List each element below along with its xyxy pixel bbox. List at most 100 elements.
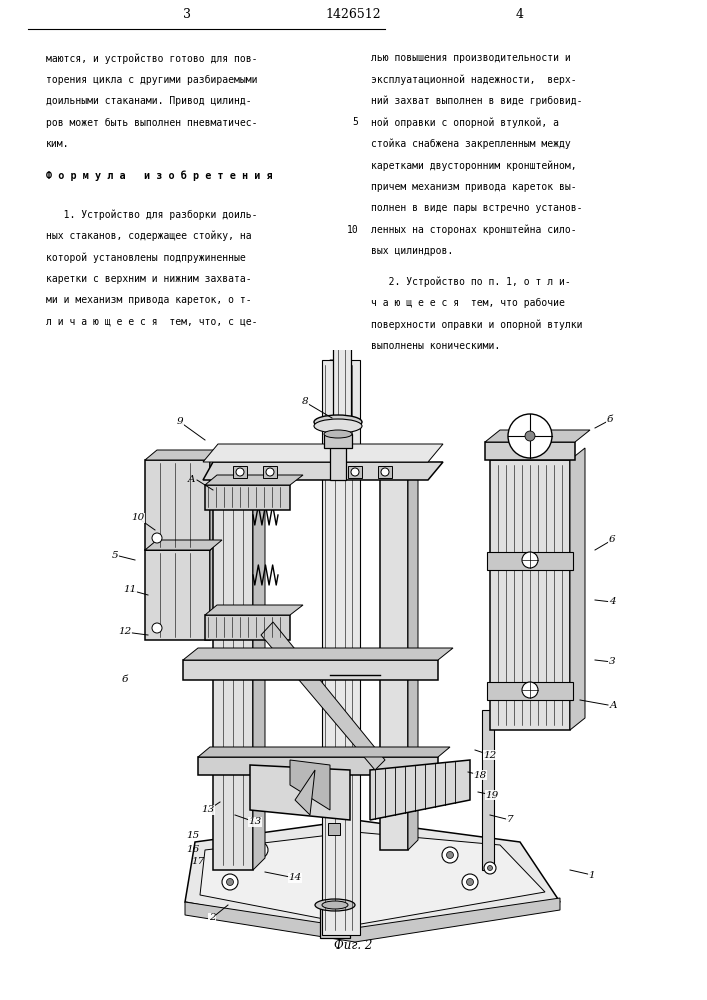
- Text: 12: 12: [118, 628, 132, 637]
- FancyBboxPatch shape: [348, 466, 362, 478]
- Text: ми и механизм привода кареток, о т-: ми и механизм привода кареток, о т-: [46, 295, 252, 305]
- Text: 16: 16: [187, 846, 200, 854]
- Polygon shape: [210, 540, 222, 640]
- Text: Ф о р м у л а   и з о б р е т е н и я: Ф о р м у л а и з о б р е т е н и я: [46, 170, 273, 181]
- Text: 6: 6: [609, 536, 615, 544]
- Text: 13: 13: [248, 818, 262, 826]
- Text: каретки с верхним и нижним захвата-: каретки с верхним и нижним захвата-: [46, 274, 252, 284]
- Ellipse shape: [314, 419, 362, 433]
- Text: поверхности оправки и опорной втулки: поверхности оправки и опорной втулки: [371, 320, 583, 330]
- Polygon shape: [185, 898, 560, 942]
- Bar: [482, 710, 494, 870]
- Text: каретками двусторонним кронштейном,: каретками двусторонним кронштейном,: [371, 160, 577, 171]
- Polygon shape: [183, 648, 453, 660]
- Bar: [485, 442, 575, 460]
- Text: A: A: [187, 476, 195, 485]
- Bar: [490, 460, 570, 730]
- Text: причем механизм привода кареток вы-: причем механизм привода кареток вы-: [371, 182, 577, 192]
- Text: 17: 17: [192, 857, 205, 866]
- Text: б: б: [122, 676, 128, 684]
- Bar: [333, 248, 351, 418]
- Text: ной оправки с опорной втулкой, а: ной оправки с опорной втулкой, а: [371, 117, 559, 128]
- Text: 2: 2: [209, 914, 216, 922]
- Circle shape: [351, 468, 359, 476]
- Text: 1. Устройство для разборки доиль-: 1. Устройство для разборки доиль-: [46, 209, 257, 220]
- Bar: [198, 757, 438, 775]
- Text: ний захват выполнен в виде грибовид-: ний захват выполнен в виде грибовид-: [371, 96, 583, 106]
- Polygon shape: [203, 444, 443, 462]
- Text: 2. Устройство по п. 1, о т л и-: 2. Устройство по п. 1, о т л и-: [371, 277, 571, 287]
- Text: эксплуатационной надежности,  верх-: эксплуатационной надежности, верх-: [371, 75, 577, 85]
- FancyBboxPatch shape: [378, 466, 392, 478]
- Ellipse shape: [333, 245, 351, 251]
- Polygon shape: [205, 475, 303, 485]
- Text: б: б: [607, 416, 613, 424]
- Polygon shape: [330, 360, 348, 935]
- Text: 3: 3: [609, 658, 615, 666]
- Polygon shape: [210, 450, 222, 550]
- Circle shape: [222, 874, 238, 890]
- Text: 11: 11: [124, 585, 136, 594]
- Text: 14: 14: [288, 874, 302, 882]
- Text: 9: 9: [177, 418, 183, 426]
- Polygon shape: [145, 450, 222, 460]
- Text: Фиг. 2: Фиг. 2: [334, 939, 373, 952]
- Text: лью повышения производительности и: лью повышения производительности и: [371, 53, 571, 63]
- Text: 10: 10: [346, 225, 358, 235]
- Bar: [320, 903, 350, 938]
- Ellipse shape: [314, 415, 362, 429]
- Polygon shape: [145, 540, 222, 550]
- Text: ч а ю щ е е с я  тем, что рабочие: ч а ю щ е е с я тем, что рабочие: [371, 298, 565, 308]
- Text: 4: 4: [515, 8, 524, 21]
- Text: 12: 12: [484, 750, 496, 760]
- Circle shape: [442, 847, 458, 863]
- Ellipse shape: [315, 899, 355, 911]
- Circle shape: [447, 852, 453, 858]
- Text: 15: 15: [187, 830, 200, 840]
- Circle shape: [252, 842, 268, 858]
- Text: 4: 4: [609, 597, 615, 606]
- Circle shape: [152, 533, 162, 543]
- Text: 1: 1: [589, 870, 595, 880]
- Bar: [205, 485, 290, 510]
- Polygon shape: [295, 770, 315, 815]
- Bar: [487, 682, 573, 700]
- Circle shape: [522, 552, 538, 568]
- Ellipse shape: [322, 901, 348, 909]
- Text: 10: 10: [132, 514, 145, 522]
- Bar: [380, 470, 408, 850]
- Polygon shape: [370, 760, 470, 820]
- Circle shape: [381, 468, 389, 476]
- Text: 3: 3: [183, 8, 192, 21]
- Text: 18: 18: [474, 770, 486, 780]
- Polygon shape: [205, 605, 303, 615]
- Bar: [205, 615, 290, 640]
- Text: ров может быть выполнен пневматичес-: ров может быть выполнен пневматичес-: [46, 117, 257, 128]
- Polygon shape: [200, 832, 545, 925]
- Circle shape: [467, 879, 474, 886]
- Circle shape: [152, 623, 162, 633]
- Bar: [145, 550, 210, 640]
- Text: 8: 8: [302, 397, 308, 406]
- Text: которой установлены подпружиненные: которой установлены подпружиненные: [46, 252, 246, 263]
- Text: ким.: ким.: [46, 139, 69, 149]
- Polygon shape: [253, 448, 265, 870]
- Text: торения цикла с другими разбираемыми: торения цикла с другими разбираемыми: [46, 75, 257, 85]
- Polygon shape: [213, 448, 265, 460]
- Text: A: A: [610, 700, 617, 710]
- Circle shape: [522, 682, 538, 698]
- Bar: [324, 434, 352, 448]
- Circle shape: [488, 865, 493, 870]
- Text: стойка снабжена закрепленным между: стойка снабжена закрепленным между: [371, 139, 571, 149]
- Circle shape: [508, 414, 552, 458]
- FancyBboxPatch shape: [328, 823, 340, 835]
- Text: 5: 5: [353, 117, 358, 127]
- Polygon shape: [485, 430, 590, 442]
- Circle shape: [462, 874, 478, 890]
- Text: 19: 19: [486, 790, 498, 800]
- Circle shape: [525, 431, 535, 441]
- FancyBboxPatch shape: [233, 466, 247, 478]
- Polygon shape: [185, 820, 560, 935]
- Text: выполнены коническими.: выполнены коническими.: [371, 341, 501, 351]
- Bar: [487, 552, 573, 570]
